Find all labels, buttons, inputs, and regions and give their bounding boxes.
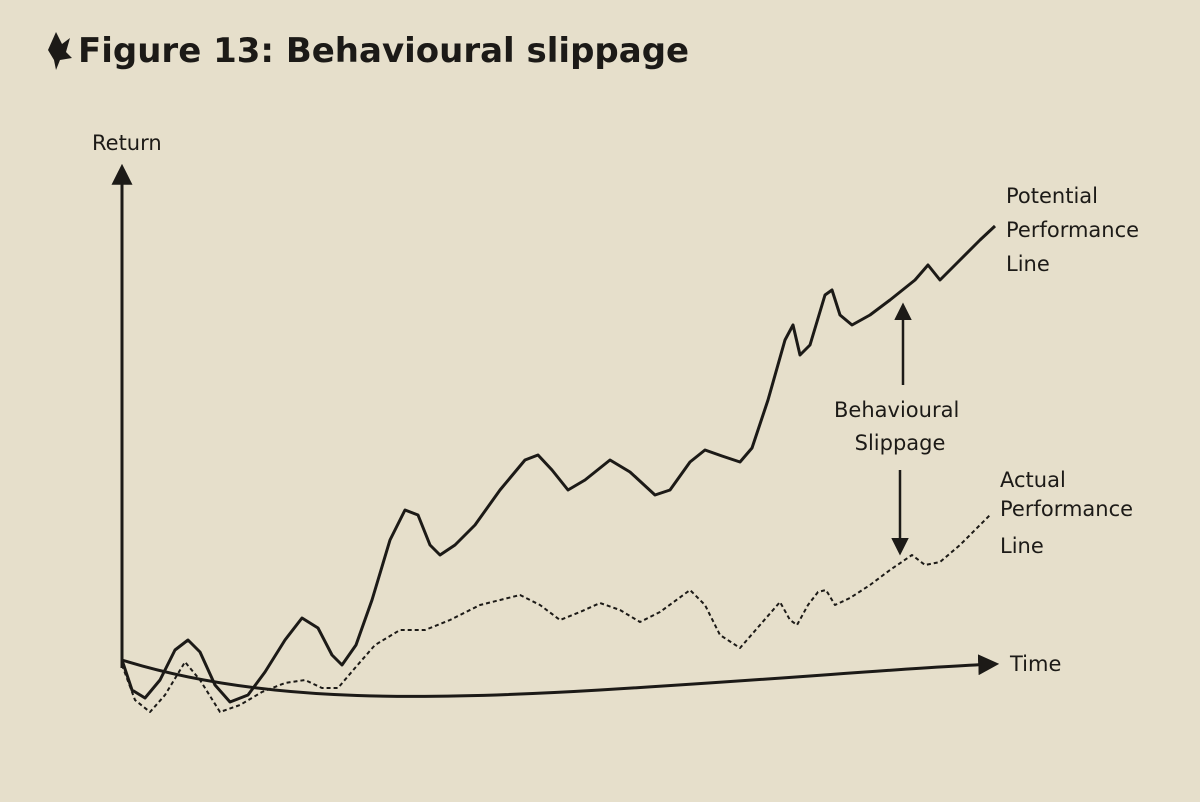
- label-line: Potential: [1006, 184, 1098, 208]
- potential-label: Potential Performance Line: [1006, 184, 1146, 276]
- label-line: Line: [1000, 534, 1044, 558]
- potential-line: [120, 224, 997, 704]
- x-axis: [121, 654, 1000, 698]
- x-axis-label: Time: [1009, 652, 1061, 676]
- figure-title: Figure 13: Behavioural slippage: [78, 31, 689, 71]
- actual-line: [121, 514, 991, 713]
- label-line: Slippage: [855, 431, 946, 455]
- y-axis-label: Return: [92, 131, 162, 155]
- actual-label: Actual Performance Line: [1000, 468, 1140, 558]
- label-line: Behavioural: [834, 398, 959, 422]
- label-line: Performance: [1006, 218, 1139, 242]
- title-icon: [48, 32, 72, 70]
- label-line: Performance: [1000, 497, 1133, 521]
- slippage-label: Behavioural Slippage: [834, 398, 966, 455]
- label-line: Actual: [1000, 468, 1066, 492]
- label-line: Line: [1006, 252, 1050, 276]
